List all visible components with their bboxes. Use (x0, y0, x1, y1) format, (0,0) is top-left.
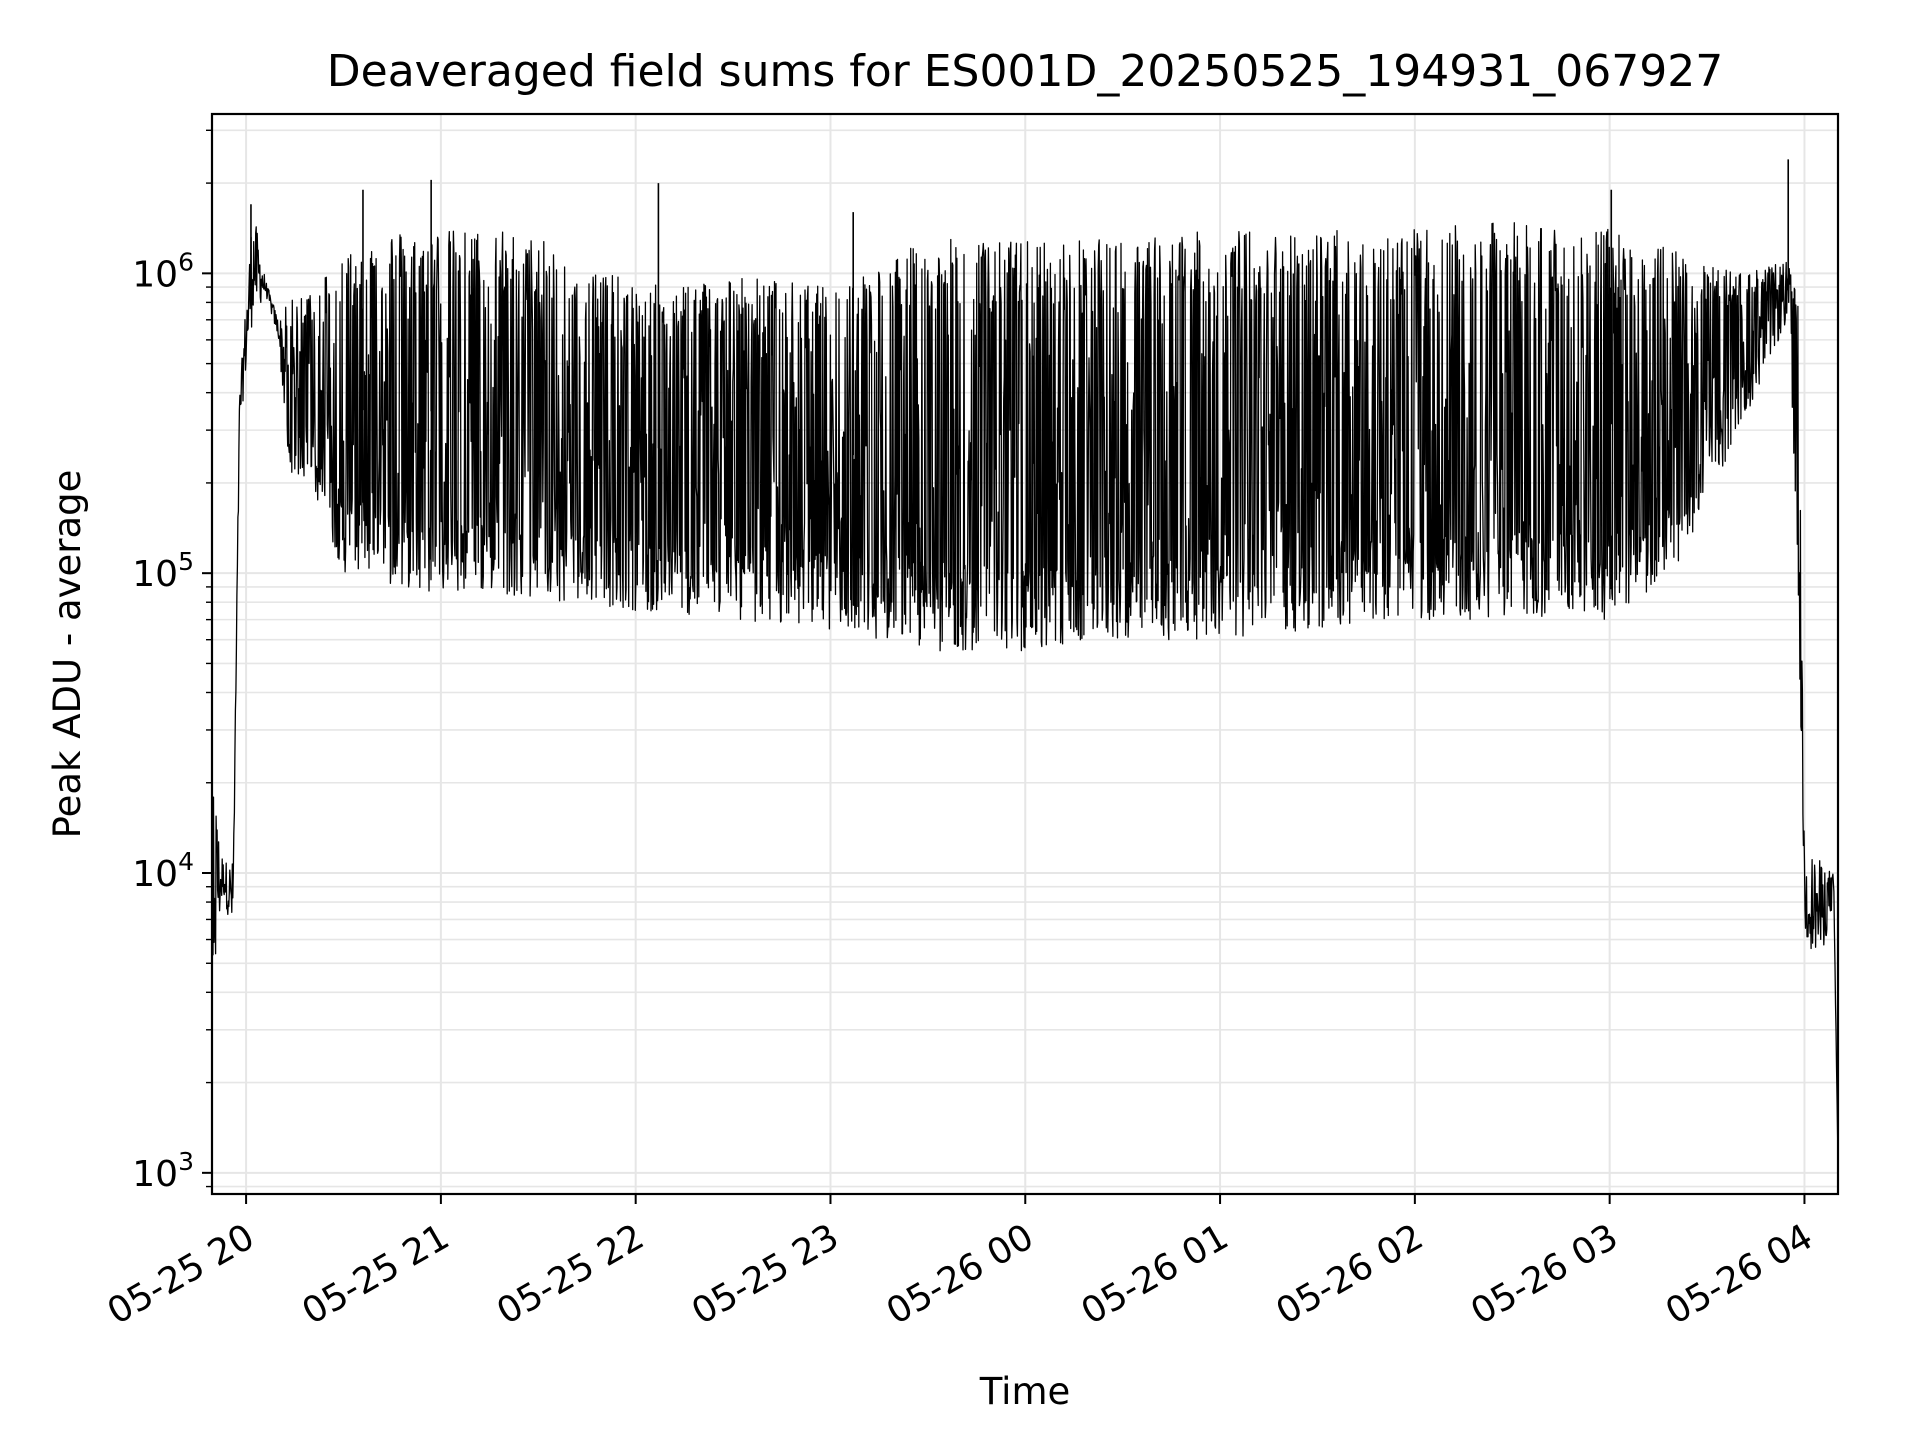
y-tick-label: 104 (132, 847, 194, 895)
y-tick-label: 106 (132, 247, 194, 295)
y-axis: 103 104 105 106 (132, 129, 212, 1195)
y-tick-label: 105 (132, 547, 194, 595)
y-axis-label: Peak ADU - average (46, 470, 89, 839)
series-layer (211, 159, 1839, 1161)
chart-title: Deaveraged field sums for ES001D_2025052… (327, 46, 1723, 97)
series-line (211, 222, 1839, 1161)
x-axis-label: Time (979, 1370, 1071, 1413)
y-tick-label: 103 (132, 1147, 194, 1195)
